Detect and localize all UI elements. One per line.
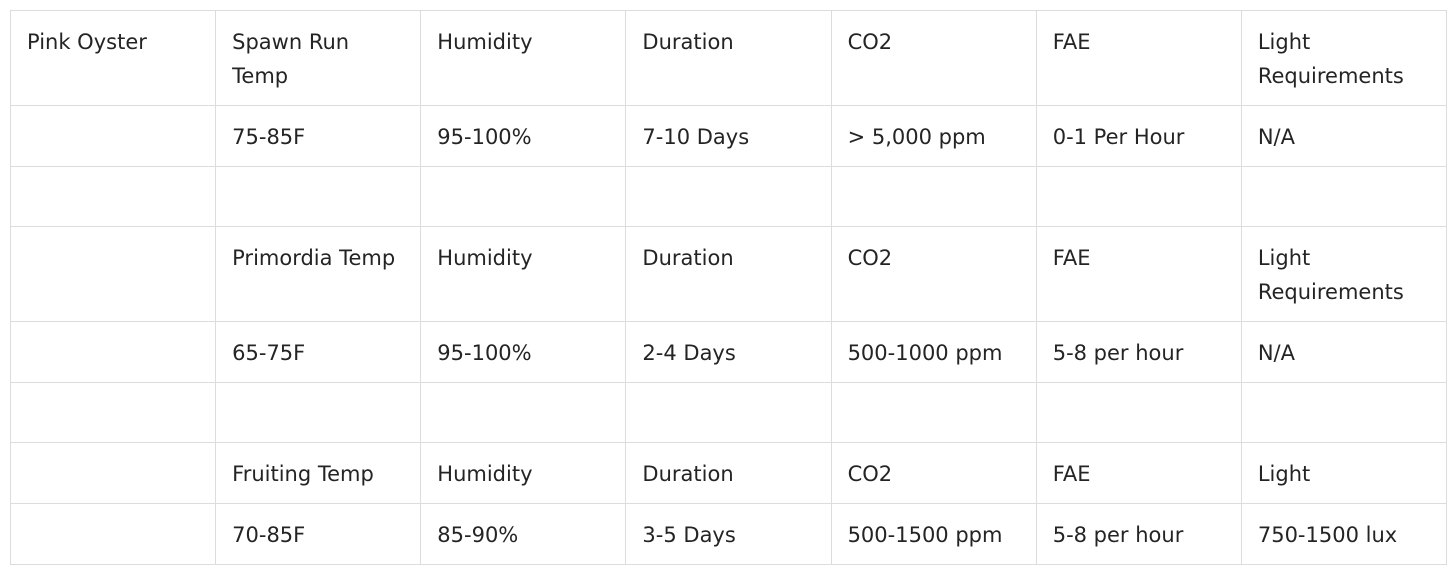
table-cell: > 5,000 ppm xyxy=(830,105,1037,167)
table-cell: Humidity xyxy=(420,442,627,504)
table-cell xyxy=(9,442,217,504)
table-row: Pink Oyster Spawn Run Temp Humidity Duratio… xyxy=(9,10,1448,106)
table-cell: Humidity xyxy=(420,10,627,106)
table-cell: Light Requirements xyxy=(1240,10,1448,106)
table-cell: CO2 xyxy=(830,442,1037,504)
table-row: 65-75F 95-100% 2-4 Days 500-1000 ppm 5-8 per… xyxy=(9,321,1448,383)
table-cell: Fruiting Temp xyxy=(215,442,422,504)
table-cell: 75-85F xyxy=(215,105,422,167)
table-cell xyxy=(9,503,217,565)
table-row: 70-85F 85-90% 3-5 Days 500-1500 ppm 5-8 per … xyxy=(9,503,1448,565)
table-cell: 750-1500 lux xyxy=(1240,503,1448,565)
table-cell: Duration xyxy=(625,226,832,322)
table-cell: Light Requirements xyxy=(1240,226,1448,322)
table-cell xyxy=(1240,166,1448,227)
table-cell: CO2 xyxy=(830,10,1037,106)
table-cell xyxy=(420,382,627,443)
table-row xyxy=(9,166,1448,227)
table-cell: 5-8 per hour xyxy=(1035,503,1242,565)
table-row: 75-85F 95-100% 7-10 Days > 5,000 ppm 0-1 Per… xyxy=(9,105,1448,167)
table-cell xyxy=(420,166,627,227)
table-cell: Spawn Run Temp xyxy=(215,10,422,106)
table-cell xyxy=(9,105,217,167)
table-cell: 7-10 Days xyxy=(625,105,832,167)
conditions-table: Pink Oyster Spawn Run Temp Humidity Duratio… xyxy=(9,10,1448,565)
table-cell xyxy=(9,382,217,443)
table-cell: Primordia Temp xyxy=(215,226,422,322)
table-cell: Pink Oyster xyxy=(9,10,217,106)
table-cell xyxy=(215,382,422,443)
table-cell: 65-75F xyxy=(215,321,422,383)
table-cell xyxy=(1035,166,1242,227)
table-cell: FAE xyxy=(1035,10,1242,106)
table-cell xyxy=(625,166,832,227)
table-cell: Light xyxy=(1240,442,1448,504)
table-cell: 500-1500 ppm xyxy=(830,503,1037,565)
table-cell xyxy=(215,166,422,227)
table-cell xyxy=(830,382,1037,443)
table-cell: 2-4 Days xyxy=(625,321,832,383)
table-cell xyxy=(1240,382,1448,443)
table-cell: 85-90% xyxy=(420,503,627,565)
table-cell: N/A xyxy=(1240,105,1448,167)
table-cell: N/A xyxy=(1240,321,1448,383)
table-cell: 5-8 per hour xyxy=(1035,321,1242,383)
table-cell: Duration xyxy=(625,10,832,106)
table-cell: FAE xyxy=(1035,226,1242,322)
table-cell: 500-1000 ppm xyxy=(830,321,1037,383)
table-cell xyxy=(1035,382,1242,443)
table-cell xyxy=(625,382,832,443)
table-cell: CO2 xyxy=(830,226,1037,322)
table-cell: Duration xyxy=(625,442,832,504)
table-row xyxy=(9,382,1448,443)
table-row: Fruiting Temp Humidity Duration CO2 FAE Light xyxy=(9,442,1448,504)
table-cell: Humidity xyxy=(420,226,627,322)
table-cell: FAE xyxy=(1035,442,1242,504)
table-cell xyxy=(830,166,1037,227)
table-cell: 0-1 Per Hour xyxy=(1035,105,1242,167)
table-cell xyxy=(9,166,217,227)
table-cell xyxy=(9,321,217,383)
table-cell: 3-5 Days xyxy=(625,503,832,565)
table-cell: 95-100% xyxy=(420,321,627,383)
table-cell: 95-100% xyxy=(420,105,627,167)
table-cell xyxy=(9,226,217,322)
table-row: Primordia Temp Humidity Duration CO2 FAE Ligh… xyxy=(9,226,1448,322)
table-cell: 70-85F xyxy=(215,503,422,565)
